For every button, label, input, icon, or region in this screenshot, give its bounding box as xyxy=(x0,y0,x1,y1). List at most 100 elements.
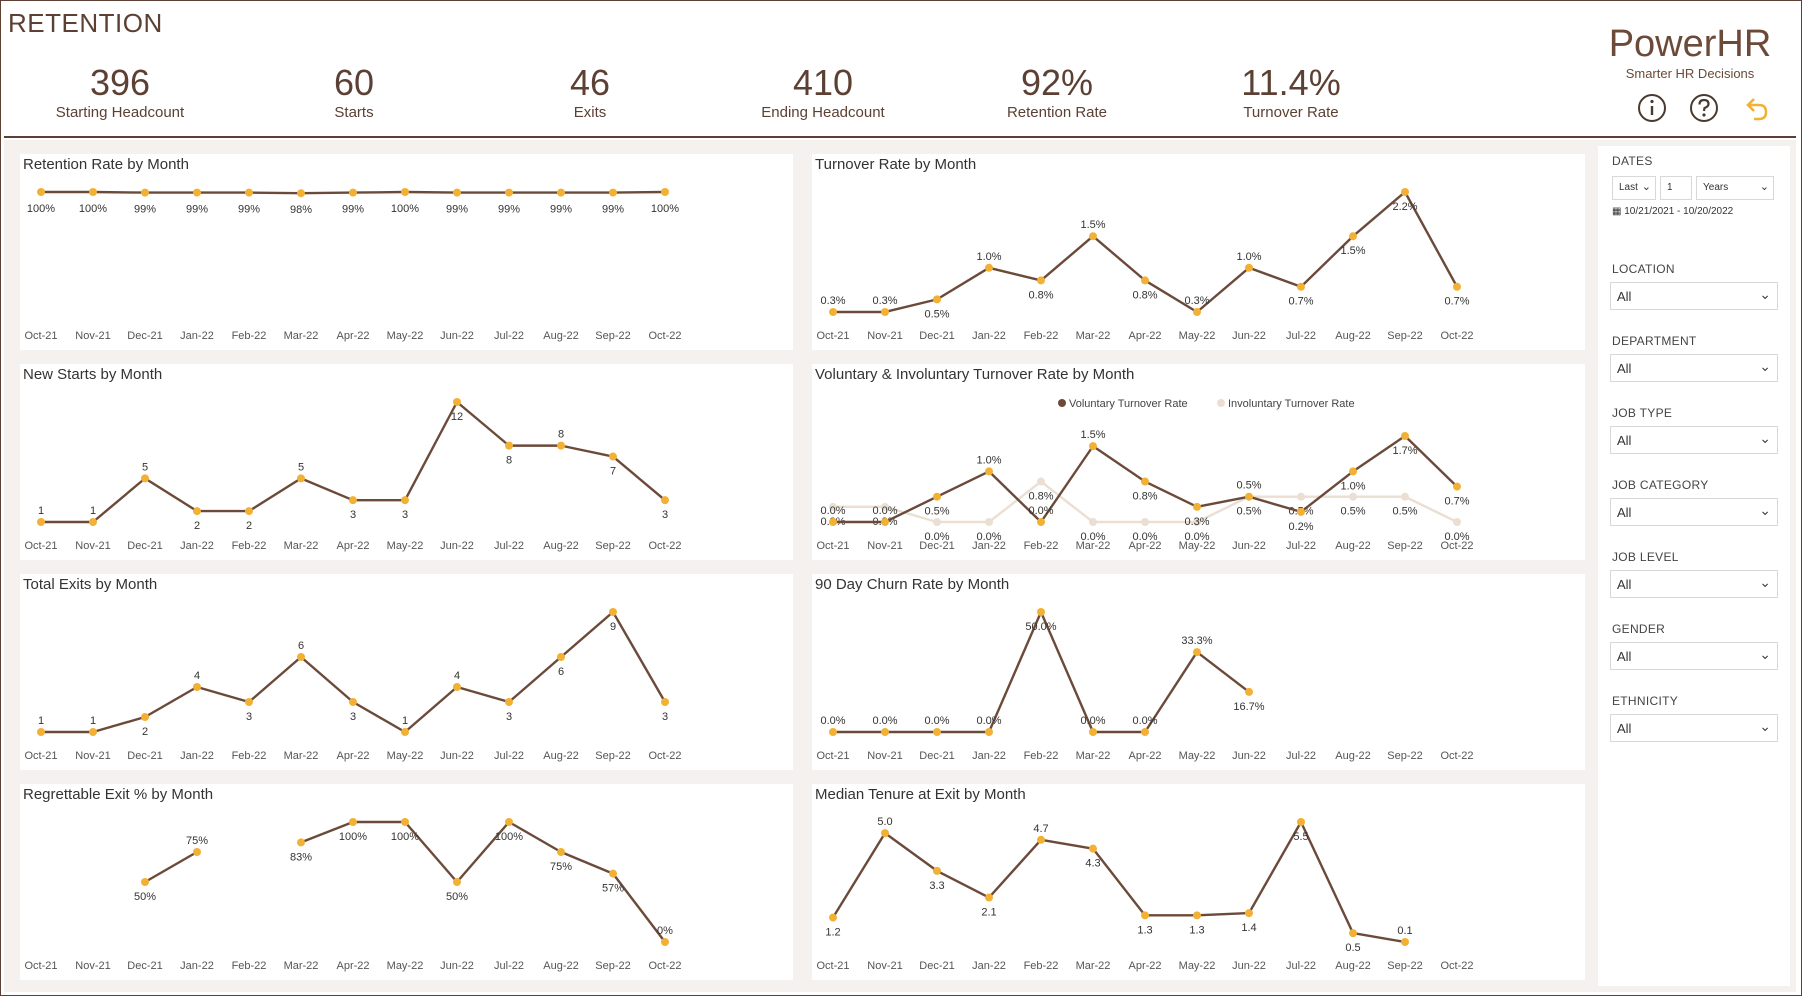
series-point[interactable] xyxy=(89,518,97,526)
series-point[interactable] xyxy=(881,728,889,736)
voluntary-point[interactable] xyxy=(1193,502,1201,511)
series-point[interactable] xyxy=(609,188,617,197)
voluntary-point[interactable] xyxy=(1349,467,1357,476)
series-point[interactable] xyxy=(985,263,993,272)
series-point[interactable] xyxy=(985,728,993,736)
series-point[interactable] xyxy=(1453,282,1461,291)
series-point[interactable] xyxy=(141,474,149,483)
series-point[interactable] xyxy=(89,728,97,736)
date-range[interactable]: ▦ 10/21/2021 - 10/20/2022 xyxy=(1612,206,1733,217)
total-exits-chart[interactable]: Total Exits by Month Oct-21 Nov-21 Dec-21 J… xyxy=(20,574,793,770)
series-point[interactable] xyxy=(89,188,97,196)
involuntary-point[interactable] xyxy=(1297,492,1305,501)
job-category-dropdown[interactable]: All ⌄ xyxy=(1610,498,1778,526)
involuntary-point[interactable] xyxy=(1401,492,1409,501)
series-point[interactable] xyxy=(245,507,253,516)
voluntary-point[interactable] xyxy=(933,492,941,501)
series-point[interactable] xyxy=(37,728,45,736)
series-point[interactable] xyxy=(557,653,565,661)
series-point[interactable] xyxy=(933,295,941,304)
series-point[interactable] xyxy=(505,698,513,706)
retention-rate-chart[interactable]: Retention Rate by Month Oct-21 Nov-21 Dec-… xyxy=(20,154,793,350)
help-icon[interactable] xyxy=(1688,92,1720,124)
involuntary-point[interactable] xyxy=(1037,477,1045,486)
series-point[interactable] xyxy=(349,496,357,505)
series-point[interactable] xyxy=(297,189,305,198)
voluntary-point[interactable] xyxy=(829,518,837,526)
date-unit-dropdown[interactable]: Years ⌄ xyxy=(1696,176,1774,200)
voluntary-point[interactable] xyxy=(1297,507,1305,516)
series-point[interactable] xyxy=(505,188,513,197)
series-point[interactable] xyxy=(1089,232,1097,241)
series-point[interactable] xyxy=(557,848,565,856)
voluntary-point[interactable] xyxy=(1401,432,1409,440)
series-point[interactable] xyxy=(193,848,201,856)
series-point[interactable] xyxy=(1245,263,1253,272)
series-point[interactable] xyxy=(933,728,941,736)
series-point[interactable] xyxy=(1401,188,1409,196)
series-point[interactable] xyxy=(1089,728,1097,736)
series-point[interactable] xyxy=(401,728,409,736)
regrettable-exit-chart[interactable]: Regrettable Exit % by Month Oct-21 Nov-21… xyxy=(20,784,793,980)
series-point[interactable] xyxy=(141,188,149,197)
series-point[interactable] xyxy=(245,188,253,197)
series-point[interactable] xyxy=(1193,308,1201,316)
info-icon[interactable] xyxy=(1636,92,1668,124)
series-point[interactable] xyxy=(1141,728,1149,736)
series-point[interactable] xyxy=(881,308,889,316)
series-point[interactable] xyxy=(609,452,617,461)
series-point[interactable] xyxy=(37,518,45,526)
series-point[interactable] xyxy=(1141,911,1149,920)
voluntary-point[interactable] xyxy=(1141,477,1149,486)
series-point[interactable] xyxy=(661,698,669,706)
series-point[interactable] xyxy=(453,188,461,197)
churn-rate-chart[interactable]: 90 Day Churn Rate by Month Oct-21 Nov-21 D… xyxy=(812,574,1585,770)
series-point[interactable] xyxy=(193,188,201,197)
voluntary-point[interactable] xyxy=(1453,482,1461,491)
series-point[interactable] xyxy=(1037,608,1045,616)
series-point[interactable] xyxy=(1089,844,1097,853)
series-point[interactable] xyxy=(37,188,45,196)
series-point[interactable] xyxy=(1193,911,1201,920)
series-point[interactable] xyxy=(297,474,305,483)
series-point[interactable] xyxy=(1037,835,1045,844)
series-point[interactable] xyxy=(505,441,513,450)
series-point[interactable] xyxy=(193,683,201,691)
series-point[interactable] xyxy=(505,818,513,826)
series-point[interactable] xyxy=(661,938,669,946)
voluntary-point[interactable] xyxy=(1089,442,1097,451)
series-point[interactable] xyxy=(349,188,357,197)
involuntary-point[interactable] xyxy=(881,502,889,511)
series-point[interactable] xyxy=(557,188,565,197)
series-point[interactable] xyxy=(1193,648,1201,657)
series-point[interactable] xyxy=(1297,282,1305,291)
series-point[interactable] xyxy=(829,728,837,736)
series-point[interactable] xyxy=(349,818,357,826)
series-point[interactable] xyxy=(1037,276,1045,285)
department-dropdown[interactable]: All ⌄ xyxy=(1610,354,1778,382)
series-point[interactable] xyxy=(297,838,305,847)
involuntary-point[interactable] xyxy=(1193,518,1201,526)
back-arrow-icon[interactable] xyxy=(1740,92,1772,124)
series-point[interactable] xyxy=(401,818,409,826)
series-point[interactable] xyxy=(141,878,149,886)
ethnicity-dropdown[interactable]: All ⌄ xyxy=(1610,714,1778,742)
series-point[interactable] xyxy=(609,608,617,616)
series-point[interactable] xyxy=(661,496,669,505)
involuntary-point[interactable] xyxy=(1453,518,1461,526)
voluntary-point[interactable] xyxy=(985,467,993,476)
series-point[interactable] xyxy=(829,308,837,316)
involuntary-point[interactable] xyxy=(1141,518,1149,526)
voluntary-point[interactable] xyxy=(1037,518,1045,526)
series-point[interactable] xyxy=(193,507,201,516)
job-type-dropdown[interactable]: All ⌄ xyxy=(1610,426,1778,454)
voluntary-point[interactable] xyxy=(881,518,889,526)
series-point[interactable] xyxy=(1245,909,1253,918)
new-starts-chart[interactable]: New Starts by Month Oct-21 Nov-21 Dec-21 Ja… xyxy=(20,364,793,560)
series-point[interactable] xyxy=(933,866,941,875)
series-point[interactable] xyxy=(1245,687,1253,696)
series-point[interactable] xyxy=(453,878,461,886)
series-point[interactable] xyxy=(245,698,253,706)
series-point[interactable] xyxy=(401,496,409,505)
voluntary-point[interactable] xyxy=(1245,492,1253,501)
